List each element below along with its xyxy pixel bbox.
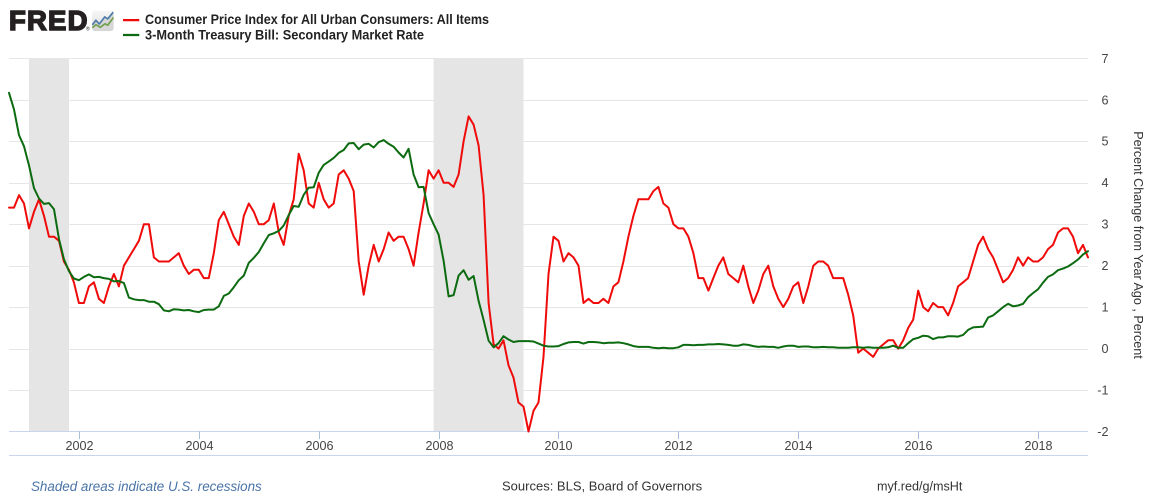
svg-text:1: 1 [1101,301,1108,315]
svg-text:2002: 2002 [65,439,93,453]
svg-text:Consumer Price Index for All U: Consumer Price Index for All Urban Consu… [145,12,489,27]
svg-text:2014: 2014 [784,439,812,453]
svg-text:2: 2 [1101,259,1108,273]
svg-text:2018: 2018 [1024,439,1052,453]
svg-text:6: 6 [1101,93,1108,107]
svg-text:myf.red/g/msHt: myf.red/g/msHt [877,480,963,494]
svg-text:3-Month Treasury Bill: Seconda: 3-Month Treasury Bill: Secondary Market … [145,28,424,43]
svg-text:2012: 2012 [664,439,692,453]
svg-text:-1: -1 [1097,383,1108,397]
svg-text:7: 7 [1101,52,1108,66]
svg-text:4: 4 [1101,176,1108,190]
svg-text:2004: 2004 [185,439,213,453]
svg-text:3: 3 [1101,218,1108,232]
svg-text:0: 0 [1101,342,1108,356]
svg-text:5: 5 [1101,135,1108,149]
svg-text:2008: 2008 [425,439,453,453]
svg-text:-2: -2 [1097,425,1108,439]
svg-text:Sources: BLS, Board of Governo: Sources: BLS, Board of Governors [502,479,703,494]
svg-text:Shaded areas indicate U.S. rec: Shaded areas indicate U.S. recessions [31,479,262,494]
svg-text:Percent Change from Year Ago ,: Percent Change from Year Ago , Percent [1131,131,1145,359]
svg-text:2010: 2010 [544,439,572,453]
svg-text:2006: 2006 [305,439,333,453]
svg-text:2016: 2016 [904,439,932,453]
svg-text:FRED: FRED [9,5,89,36]
svg-text:®: ® [86,25,90,32]
